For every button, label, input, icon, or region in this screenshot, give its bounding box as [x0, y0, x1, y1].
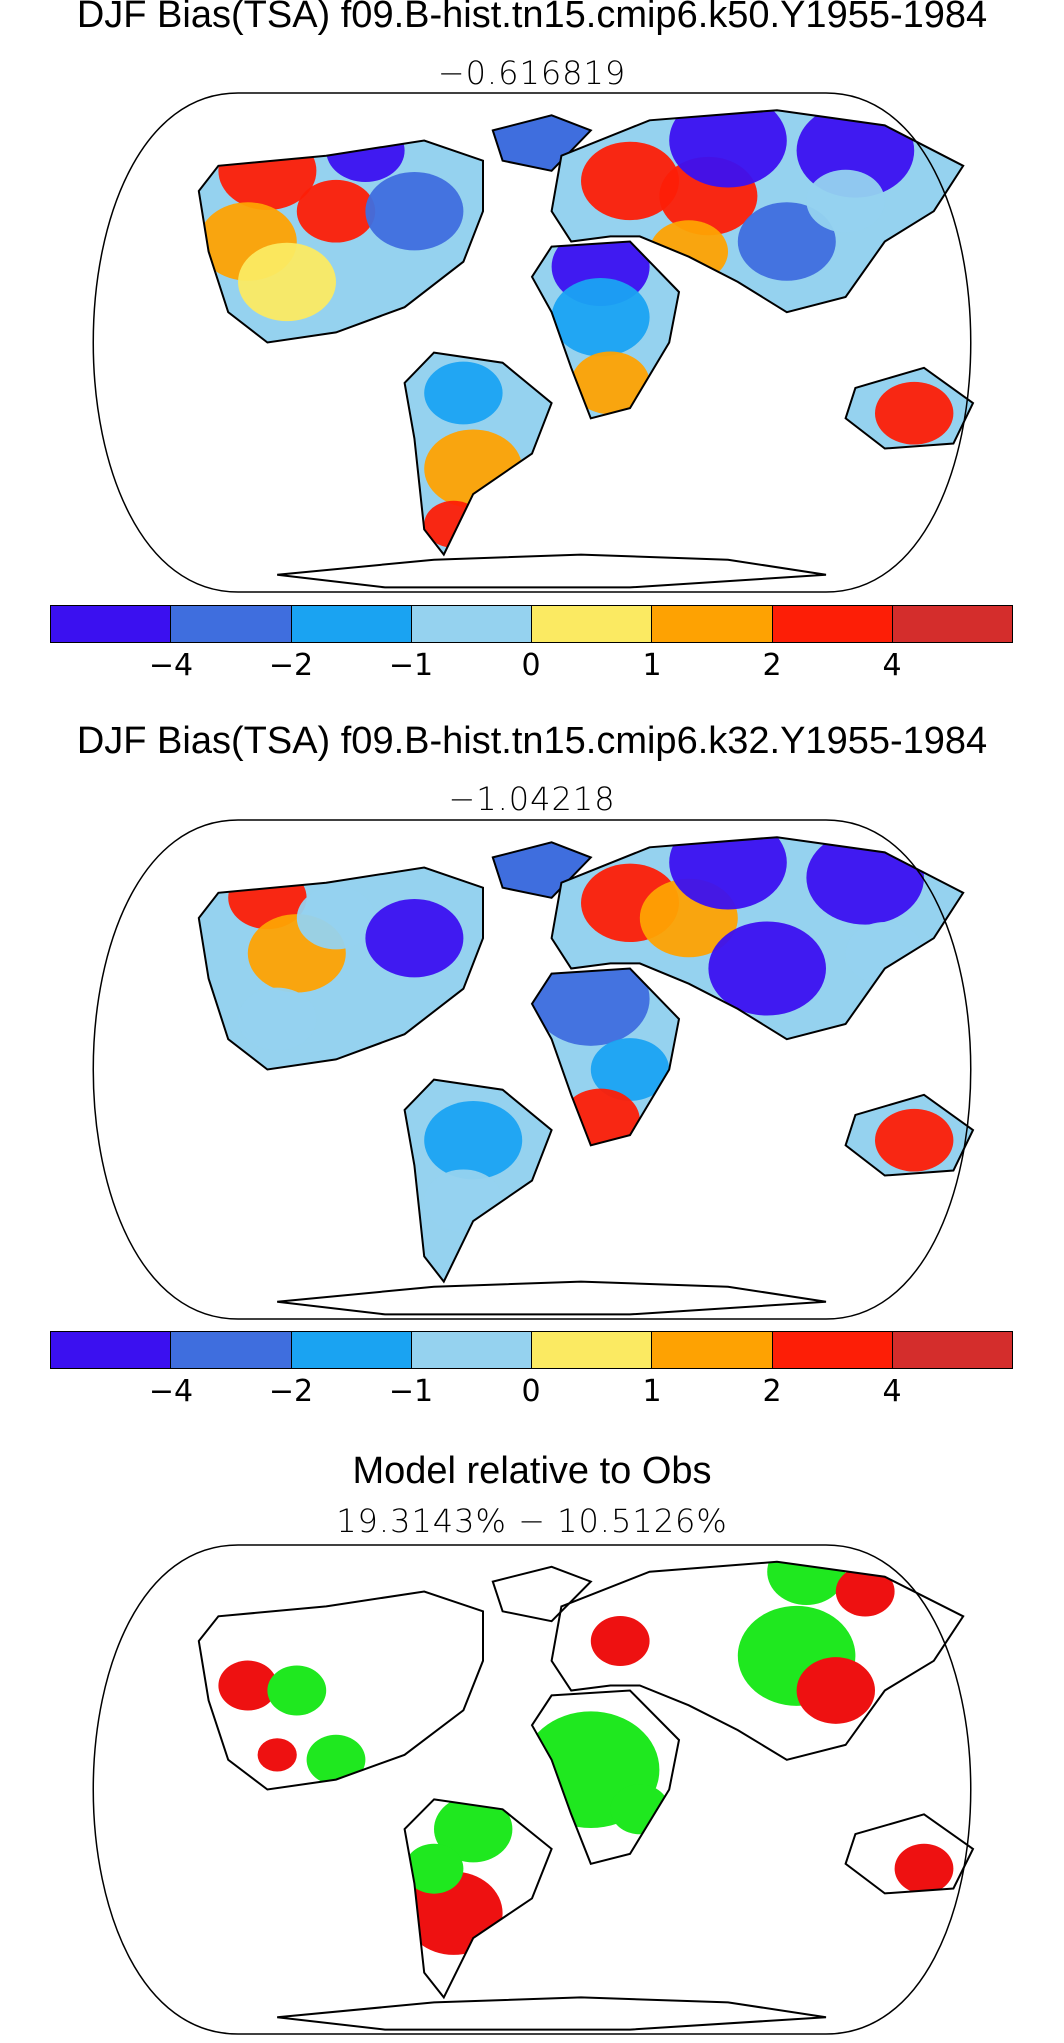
australia-coastline: [844, 1813, 975, 1895]
colorbar-swatch: [411, 1332, 532, 1368]
colorbar-swatch: [892, 1332, 1012, 1368]
greenland-coastline: [491, 841, 593, 899]
greenland-coastline: [491, 1565, 593, 1623]
colorbar-swatch: [51, 1332, 172, 1368]
cbar2-tick: −4: [148, 1374, 194, 1409]
colorbar-swatch: [532, 1332, 653, 1368]
bias-patch: [708, 921, 826, 1016]
north-america-coastline: [197, 866, 484, 1071]
bias-patch: [296, 179, 376, 243]
cbar1-tick: 2: [762, 648, 782, 683]
panel3-relative-map: [92, 1544, 975, 2035]
antarctica-coastline: [277, 1996, 827, 2031]
north-america-coastline: [197, 139, 484, 344]
relative-patch: [267, 1665, 327, 1716]
relative-patch: [767, 1561, 846, 1606]
relative-patch: [590, 1616, 650, 1666]
south-america-coastline: [403, 1798, 553, 2000]
map-frame: [92, 92, 972, 593]
australia-coastline: [844, 1093, 975, 1177]
colorbar-swatch: [532, 606, 653, 642]
colorbar-swatch: [51, 606, 172, 642]
bias-patch: [875, 1108, 954, 1172]
bias-patch: [806, 169, 885, 233]
cbar2-tick: −2: [268, 1374, 314, 1409]
cbar2-tick: 0: [521, 1374, 541, 1409]
south-america-coastline: [403, 1078, 553, 1284]
bias-patch: [365, 899, 464, 978]
north-america-fill: [218, 1660, 366, 1785]
cbar1-tick: −1: [388, 648, 434, 683]
colorbar-swatch: [652, 606, 773, 642]
relative-patch: [835, 1566, 895, 1617]
relative-patch: [796, 1657, 875, 1724]
cbar2-tick: 4: [882, 1374, 902, 1409]
panel3-percentages: 19.3143% − 10.5126%: [336, 1502, 728, 1540]
bias-patch: [238, 987, 317, 1051]
panel2-title: DJF Bias(TSA) f09.B-hist.tn15.cmip6.k32.…: [76, 720, 988, 762]
panel3-title: Model relative to Obs: [352, 1450, 712, 1492]
bias-patch: [238, 242, 336, 322]
panel1-mean-value: −0.616819: [437, 54, 627, 92]
bias-patch: [551, 278, 650, 357]
cbar2-tick: 1: [642, 1374, 662, 1409]
antarctica-coastline: [277, 1280, 827, 1316]
eurasia-fill: [590, 1561, 895, 1724]
colorbar-swatch: [652, 1332, 773, 1368]
colorbar-swatch: [772, 606, 893, 642]
cbar1-tick: 0: [521, 648, 541, 683]
bias-patch: [296, 886, 376, 950]
antarctica-coastline: [277, 553, 827, 589]
cbar1-tick: 4: [882, 648, 902, 683]
panel1-colorbar: [50, 605, 1013, 643]
bias-patch: [532, 968, 650, 1046]
panel2-mean-value: −1.04218: [448, 780, 616, 818]
panel2-colorbar: [50, 1331, 1013, 1369]
colorbar-swatch: [171, 1332, 292, 1368]
relative-patch: [257, 1738, 297, 1772]
bias-patch: [571, 351, 650, 415]
map-background: [93, 1545, 971, 2034]
cbar1-tick: −4: [148, 648, 194, 683]
cbar2-tick: 2: [762, 1374, 782, 1409]
bias-patch: [875, 381, 954, 445]
bias-patch: [424, 361, 503, 425]
map-frame: [92, 1544, 972, 2035]
relative-patch: [894, 1843, 954, 1894]
bias-patch: [365, 172, 464, 251]
cbar2-tick: −1: [388, 1374, 434, 1409]
bias-patch: [581, 141, 679, 221]
relative-patch: [306, 1734, 366, 1785]
australia-fill: [894, 1843, 954, 1894]
greenland-coastline: [491, 114, 593, 172]
colorbar-swatch: [892, 606, 1012, 642]
cbar1-tick: −2: [268, 648, 314, 683]
africa-coastline: [530, 240, 681, 420]
eurasia-coastline: [550, 836, 965, 1041]
north-america-coastline: [197, 1590, 484, 1791]
bias-patch: [737, 202, 836, 281]
map-frame: [92, 819, 972, 1320]
panel2-bias-map: [92, 819, 975, 1320]
panel1-title: DJF Bias(TSA) f09.B-hist.tn15.cmip6.k50.…: [76, 0, 988, 36]
south-america-coastline: [403, 351, 553, 557]
relative-patch: [404, 1843, 464, 1894]
relative-patch: [434, 1799, 513, 1863]
eurasia-coastline: [550, 109, 965, 314]
colorbar-swatch: [411, 606, 532, 642]
colorbar-swatch: [772, 1332, 893, 1368]
eurasia-coastline: [550, 1560, 965, 1761]
colorbar-swatch: [171, 606, 292, 642]
australia-coastline: [844, 366, 975, 450]
colorbar-swatch: [291, 606, 412, 642]
africa-coastline: [530, 967, 681, 1147]
panel1-bias-map: [92, 92, 975, 593]
colorbar-swatch: [291, 1332, 412, 1368]
africa-coastline: [530, 1689, 681, 1865]
relative-patch: [218, 1660, 278, 1711]
bias-patch: [424, 1101, 523, 1180]
bias-patch: [590, 1038, 670, 1101]
cbar1-tick: 1: [642, 648, 662, 683]
